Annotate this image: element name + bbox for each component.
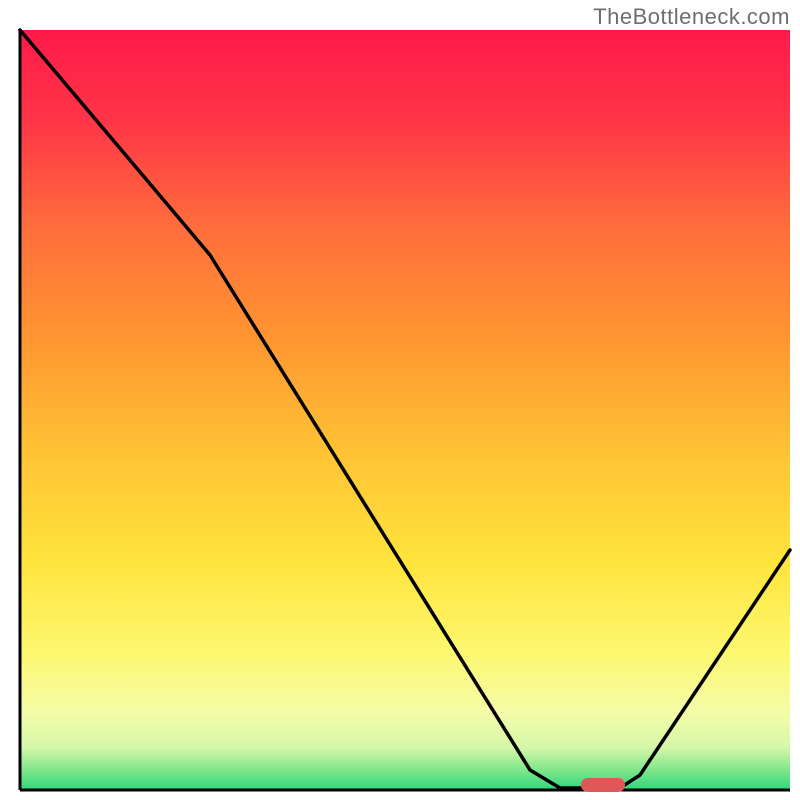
bottleneck-chart bbox=[0, 0, 800, 800]
optimal-marker bbox=[581, 778, 625, 792]
chart-container: TheBottleneck.com bbox=[0, 0, 800, 800]
watermark-text: TheBottleneck.com bbox=[593, 4, 790, 30]
gradient-background bbox=[20, 30, 790, 790]
